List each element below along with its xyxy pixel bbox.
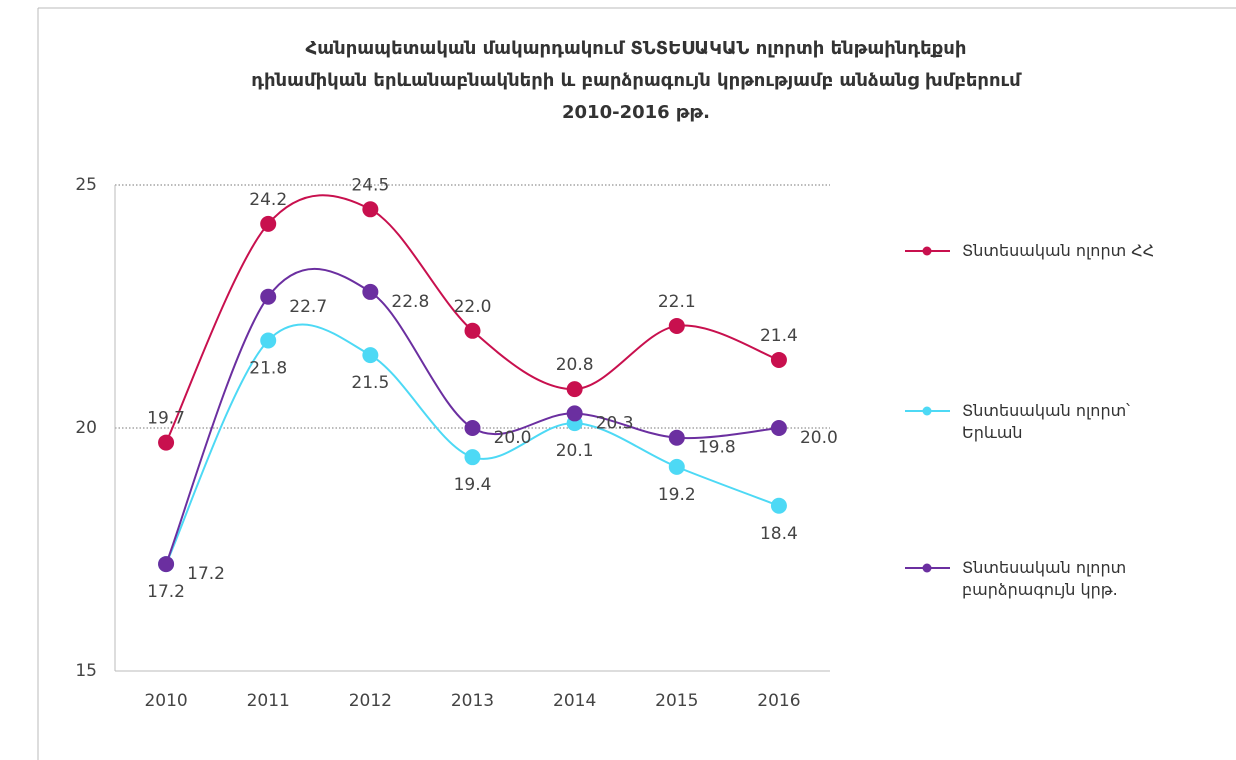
data-label: 20.3 (596, 413, 634, 433)
point (362, 347, 379, 364)
point (260, 215, 277, 232)
data-label: 19.2 (658, 485, 696, 505)
x-tick-label: 2015 (655, 691, 698, 711)
data-label: 20.8 (556, 355, 594, 375)
data-label: 24.2 (249, 190, 287, 210)
legend-label: Տնտեսական ոլորտ բարձրագույն կրթ. (962, 558, 1127, 599)
x-tick-label: 2014 (553, 691, 596, 711)
y-tick-label: 15 (75, 661, 97, 681)
point (260, 288, 277, 305)
x-tick-label: 2012 (349, 691, 392, 711)
point (362, 201, 379, 218)
legend-label: Տնտեսական ոլորտ ՀՀ (962, 241, 1155, 260)
point (158, 556, 175, 573)
point (770, 420, 787, 436)
point (362, 283, 379, 300)
data-label: 17.2 (147, 582, 185, 602)
data-label: 21.5 (351, 373, 389, 393)
legend-marker (922, 246, 932, 256)
data-label: 19.8 (698, 438, 736, 458)
series-line (165, 194, 780, 444)
data-label: 20.0 (800, 428, 838, 448)
chart-title: 2010-2016 թթ. (562, 102, 710, 123)
point (668, 429, 685, 446)
point (566, 405, 583, 422)
y-tick-label: 25 (75, 175, 97, 195)
point (464, 322, 481, 339)
data-label: 22.0 (454, 297, 492, 317)
point (158, 434, 175, 451)
legend-label: Տնտեսական ոլորտ՝ Երևան (962, 401, 1130, 442)
data-label: 22.7 (289, 297, 327, 317)
point (770, 351, 787, 368)
data-label: 21.8 (249, 359, 287, 379)
data-label: 19.7 (147, 409, 185, 429)
chart-title: դինամիկան երևանաբնակների և բարձրագույն կ… (251, 70, 1022, 91)
data-label: 20.0 (494, 428, 532, 448)
point (464, 449, 481, 466)
point (668, 317, 685, 334)
chart-title: Հանրապետական մակարդակում ՏՆՏԵՍԱԿԱՆ ոլորտ… (306, 38, 967, 59)
series-line (165, 268, 780, 565)
data-label: 20.1 (556, 441, 594, 461)
y-tick-label: 20 (75, 418, 97, 438)
x-tick-label: 2013 (451, 691, 494, 711)
x-tick-label: 2016 (757, 691, 800, 711)
data-label: 22.1 (658, 292, 696, 312)
point (668, 458, 685, 475)
point (260, 332, 277, 349)
data-label: 19.4 (454, 475, 492, 495)
point (464, 420, 481, 436)
legend-marker (922, 406, 932, 416)
data-label: 21.4 (760, 326, 798, 346)
data-label: 18.4 (760, 524, 798, 544)
point (770, 497, 787, 514)
data-label: 24.5 (351, 175, 389, 195)
x-tick-label: 2010 (144, 691, 187, 711)
x-tick-label: 2011 (247, 691, 290, 711)
point (566, 381, 583, 398)
legend-marker (922, 563, 932, 573)
data-label: 22.8 (391, 292, 429, 312)
data-label: 17.2 (187, 564, 225, 584)
